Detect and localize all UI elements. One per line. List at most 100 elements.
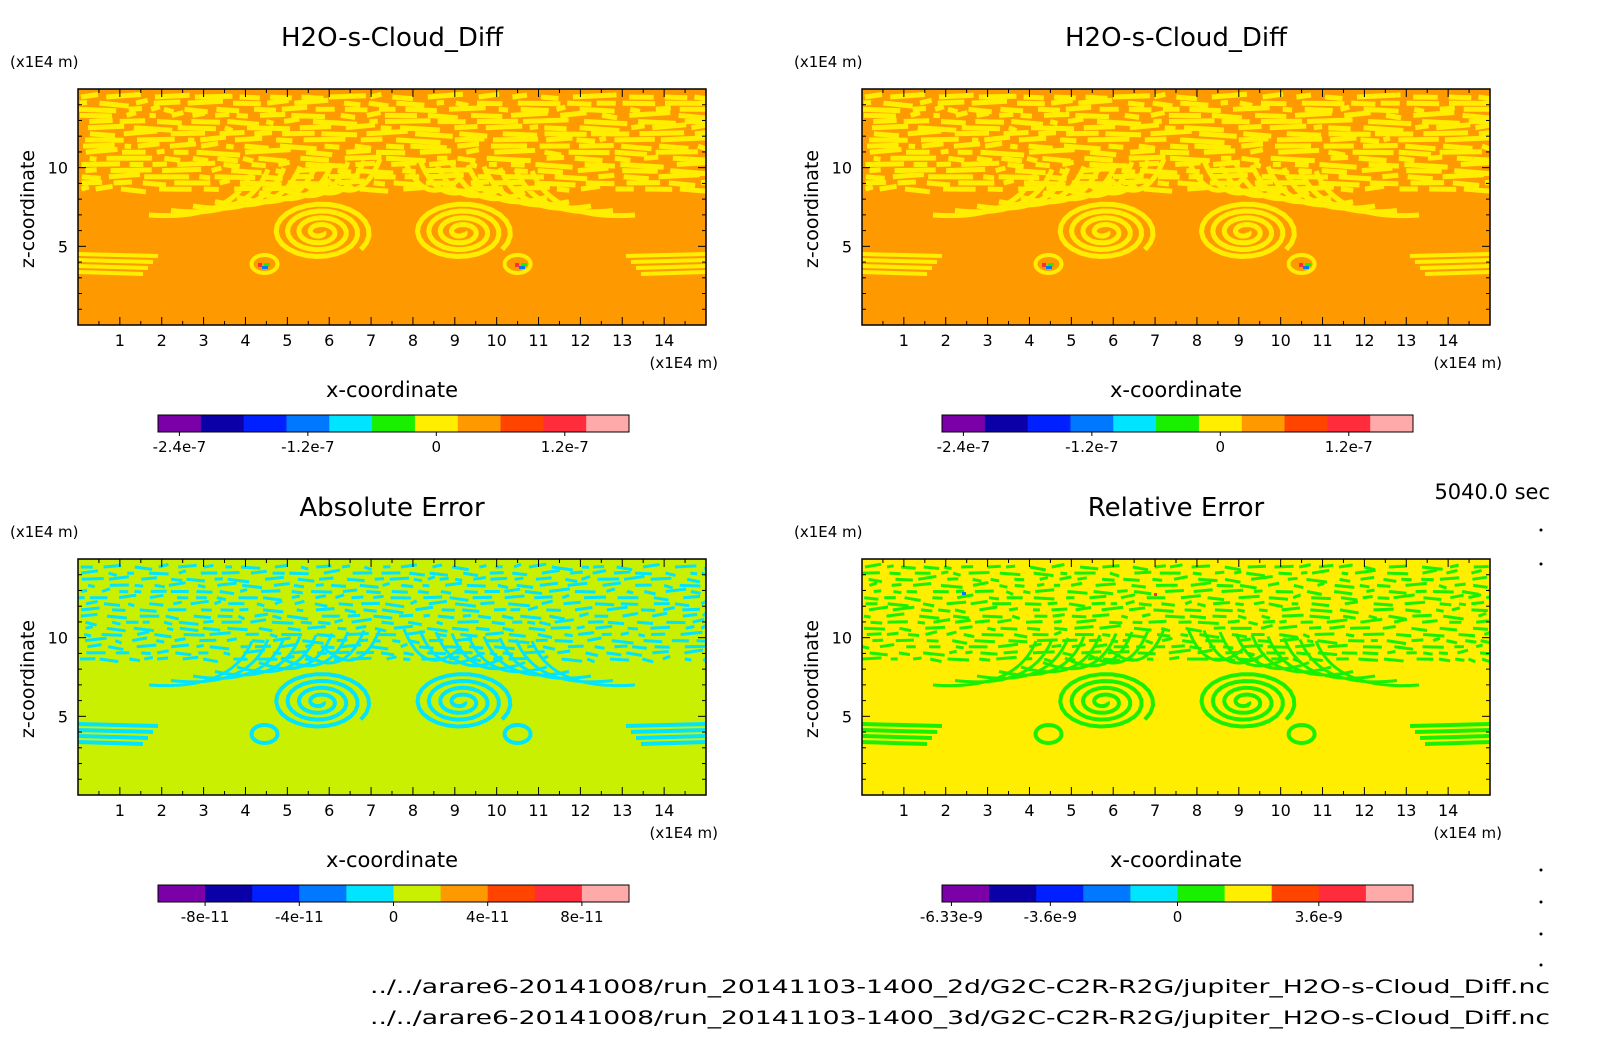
x-tick-label: 1 [899,331,909,350]
colorbar-swatch [393,885,442,902]
colorbar-swatch [942,885,990,902]
y-tick-label: 10 [832,629,852,648]
colorbar-swatch [457,415,502,432]
colorbar-frame [941,414,1414,433]
colorbar: -2.4e-7 -1.2e-7 0 1.2e-7 [937,414,1414,456]
colorbar-swatch [1156,415,1200,432]
x-tick-label: 3 [983,331,993,350]
colorbar-swatch [414,415,459,432]
x-tick-label: 5 [1066,801,1076,820]
colorbar-swatch [158,885,206,902]
y-tick-label: 5 [58,237,68,256]
colorbar-label: 1.2e-7 [541,438,589,456]
hotspot-green [1305,263,1311,266]
scroll-dots [1539,528,1543,967]
y-axis-label: z-coordinate [17,150,39,268]
contour-vortex-2 [1198,201,1297,260]
x-tick-label: 12 [570,801,590,820]
x-tick-label: 11 [1312,331,1332,350]
colorbar-frame [157,414,630,433]
hotspot-blue [1046,266,1052,269]
x-tick-label: 13 [612,331,632,350]
x-tick-label: 1 [899,801,909,820]
colorbar: -6.33e-9 -3.6e-9 0 3.6e-9 [920,884,1414,926]
file-path-2d: ../../arare6-20141008/run_20141103-1400_… [370,976,1550,998]
colorbar-swatch [1318,885,1367,902]
contour-small-blob-1 [249,723,280,745]
panel-title: Relative Error [1088,493,1265,523]
colorbar-label: 0 [389,908,399,926]
x-tick-label: 7 [1150,801,1160,820]
colorbar-swatch [1365,885,1414,902]
contour-vortex-1 [274,672,372,729]
y-tick-label: 10 [48,629,68,648]
colorbar-swatch [200,415,245,432]
x-tick-label: 2 [157,801,167,820]
x-tick-label: 9 [1234,801,1244,820]
colorbar-label: -1.2e-7 [1065,438,1118,456]
colorbar-swatch [1241,415,1286,432]
colorbar-swatch [586,415,630,432]
x-tick-label: 5 [282,331,292,350]
colorbar-label: -4e-11 [275,908,324,926]
y-unit-label: (x1E4 m) [10,53,79,71]
heatmap-background [78,559,706,795]
x-tick-label: 2 [157,331,167,350]
contour-side-bands [78,722,706,746]
colorbar-swatch [942,415,986,432]
contour-small-blob-2 [1286,723,1317,745]
colorbar-swatch [205,885,253,902]
colorbar-label: -2.4e-7 [153,438,206,456]
contour-small-blob-1 [1033,253,1064,275]
y-tick-label: 10 [832,159,852,178]
x-unit-label: (x1E4 m) [649,824,718,842]
colorbar-label: 3.6e-9 [1295,908,1343,926]
colorbar-swatch [1070,415,1114,432]
contour-pattern-upper [79,91,706,219]
hotspot-green [1048,263,1054,266]
x-tick-label: 9 [450,331,460,350]
x-tick-label: 10 [1270,331,1290,350]
colorbar-swatch [286,415,330,432]
panel-title: Absolute Error [299,493,485,523]
colorbar-swatch [1036,885,1084,902]
x-tick-label: 6 [324,801,334,820]
x-unit-label: (x1E4 m) [1433,354,1502,372]
colorbar-label: 0 [1216,438,1226,456]
x-axis-label: x-coordinate [1110,848,1242,872]
contour-small-blob-2 [502,723,533,745]
colorbar-swatch [1271,885,1320,902]
x-tick-label: 5 [282,801,292,820]
hotspot-blue [262,266,268,269]
x-tick-label: 1 [115,801,125,820]
x-tick-label: 13 [612,801,632,820]
x-tick-label: 6 [1108,801,1118,820]
panel-h2o-s-cloud-diff-left: H2O-s-Cloud_Diff(x1E4 m)1 2 3 4 5 6 7 8 9 10 11 12 1… [10,23,718,456]
contour-small-blob-1 [1033,723,1064,745]
contour-vortex-1 [1057,201,1156,260]
x-axis-label: x-coordinate [1110,378,1242,402]
colorbar-label: 0 [1173,908,1183,926]
x-tick-label: 8 [408,801,418,820]
x-tick-label: 11 [528,801,548,820]
x-tick-label: 14 [1438,331,1458,350]
x-unit-label: (x1E4 m) [1433,824,1502,842]
y-tick-label: 5 [842,707,852,726]
hotspot-blue [1303,266,1309,269]
x-tick-label: 6 [1108,331,1118,350]
colorbar-label: 8e-11 [560,908,603,926]
x-tick-label: 2 [941,801,951,820]
contour-pattern-upper [863,91,1490,219]
colorbar-swatch [1113,415,1157,432]
x-unit-label: (x1E4 m) [649,354,718,372]
hotspot-blue [962,592,966,595]
x-tick-label: 3 [199,801,209,820]
contour-small-blob-1 [249,253,280,275]
contour-side-bands [862,722,1490,746]
hotspot-blue [519,266,525,269]
x-tick-label: 14 [654,331,674,350]
contour-side-bands [862,252,1490,276]
x-tick-label: 12 [1354,801,1374,820]
colorbar-label: 1.2e-7 [1325,438,1373,456]
hotspot-green [264,263,270,266]
